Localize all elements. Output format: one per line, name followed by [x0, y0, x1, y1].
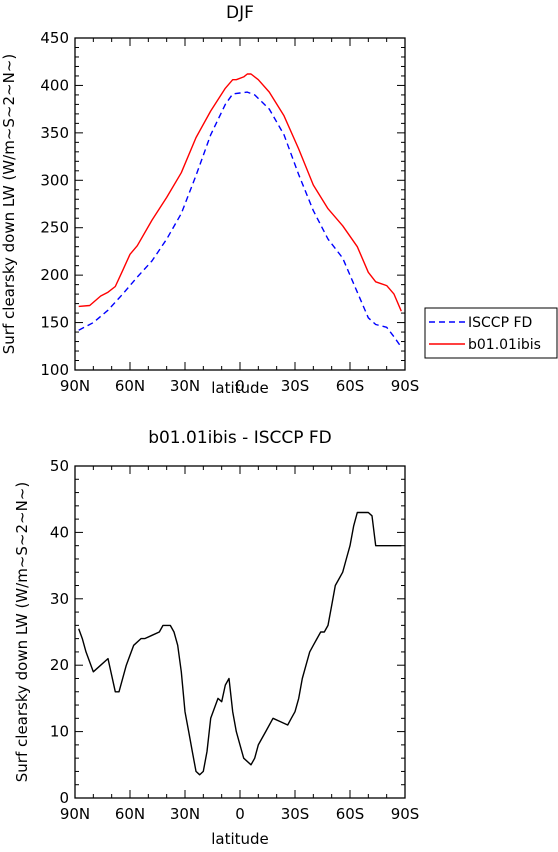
x-tick-label: 90N: [60, 805, 90, 823]
y-tick-label: 20: [50, 656, 69, 674]
x-tick-label: 30S: [281, 377, 310, 395]
y-tick-label: 300: [40, 171, 69, 189]
x-tick-label: 90S: [391, 377, 420, 395]
series-line-b01-01ibis: [78, 73, 402, 312]
legend: ISCCP FD b01.01ibis: [424, 307, 558, 359]
legend-label: b01.01ibis: [468, 337, 541, 353]
y-tick-label: 30: [50, 590, 69, 608]
bottom-panel-difference: b01.01ibis - ISCCP FD 90N 60N 30N 0 30S 60S 90S…: [13, 428, 419, 848]
y-axis-label: Surf clearsky down LW (W/m~S~2~N~): [0, 54, 18, 354]
y-tick-label: 150: [40, 314, 69, 332]
chart-title: b01.01ibis - ISCCP FD: [148, 428, 332, 448]
x-tick-label: 30N: [170, 377, 200, 395]
x-tick-label: 0: [235, 805, 245, 823]
x-tick-label: 30S: [281, 805, 310, 823]
x-axis-label: latitude: [211, 379, 269, 397]
y-axis-label: Surf clearsky down LW (W/m~S~2~N~): [13, 482, 31, 782]
y-tick-label: 250: [40, 219, 69, 237]
y-tick-label: 50: [50, 457, 69, 475]
x-tick-label: 60N: [115, 805, 145, 823]
series-line-isccp-fd: [78, 91, 402, 348]
legend-box: [424, 307, 558, 359]
x-tick-label: 0: [235, 377, 245, 395]
x-tick-label: 60N: [115, 377, 145, 395]
x-tick-label: 90S: [391, 805, 420, 823]
y-tick-label: 40: [50, 523, 69, 541]
y-tick-label: 200: [40, 266, 69, 284]
legend-label: ISCCP FD: [468, 315, 532, 331]
x-tick-label: 60S: [336, 377, 365, 395]
x-tick-label: 60S: [336, 805, 365, 823]
y-tick-label: 350: [40, 124, 69, 142]
x-tick-label: 90N: [60, 377, 90, 395]
chart-title: DJF: [226, 3, 254, 23]
y-tick-label: 100: [40, 361, 69, 379]
y-tick-label: 450: [40, 29, 69, 47]
y-tick-label: 400: [40, 76, 69, 94]
top-panel-djf: DJF 90N 60N 30N 0 30S 60S 90S 100 150 200 250 300 350…: [0, 3, 419, 397]
plot-frame: [74, 37, 406, 371]
series-line-difference: [78, 511, 402, 776]
y-tick-label: 0: [59, 789, 69, 807]
y-tick-label: 10: [50, 723, 69, 741]
x-tick-label: 30N: [170, 805, 200, 823]
x-axis-label: latitude: [211, 830, 269, 848]
plot-frame: [74, 465, 406, 799]
